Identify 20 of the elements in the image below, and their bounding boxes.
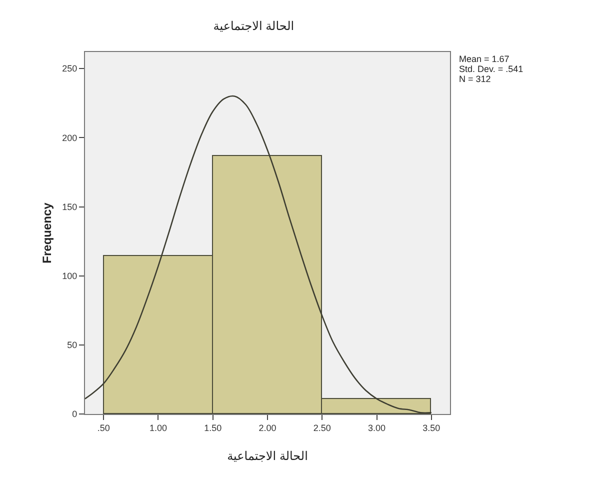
text: N = 312	[459, 74, 491, 84]
x-tick-label: 3.00	[368, 422, 386, 433]
line-series	[85, 95, 432, 414]
x-tick-label: 1.00	[149, 422, 167, 433]
x-axis-title: الحالة الاجتماعية	[227, 449, 308, 463]
text: Std. Dev. = .541	[459, 64, 524, 74]
y-tick-label: 100	[62, 270, 78, 281]
chart-title: الحالة الاجتماعية	[213, 19, 294, 34]
x-tick-label: 2.50	[313, 422, 331, 433]
x-tick-label: 2.00	[258, 422, 276, 433]
x-tick-label: 1.50	[204, 422, 222, 433]
y-tick-label: 50	[67, 340, 78, 350]
x-tick-label: 3.50	[422, 422, 440, 433]
y-tick-label: 150	[62, 202, 78, 212]
y-tick-label: 250	[62, 64, 78, 74]
y-tick-label: 0	[72, 409, 78, 420]
text: Mean = 1.67	[459, 54, 510, 64]
x-tick-label: .50	[97, 422, 110, 433]
y-axis-title: Frequency	[40, 202, 54, 264]
y-tick-label: 200	[62, 132, 78, 143]
